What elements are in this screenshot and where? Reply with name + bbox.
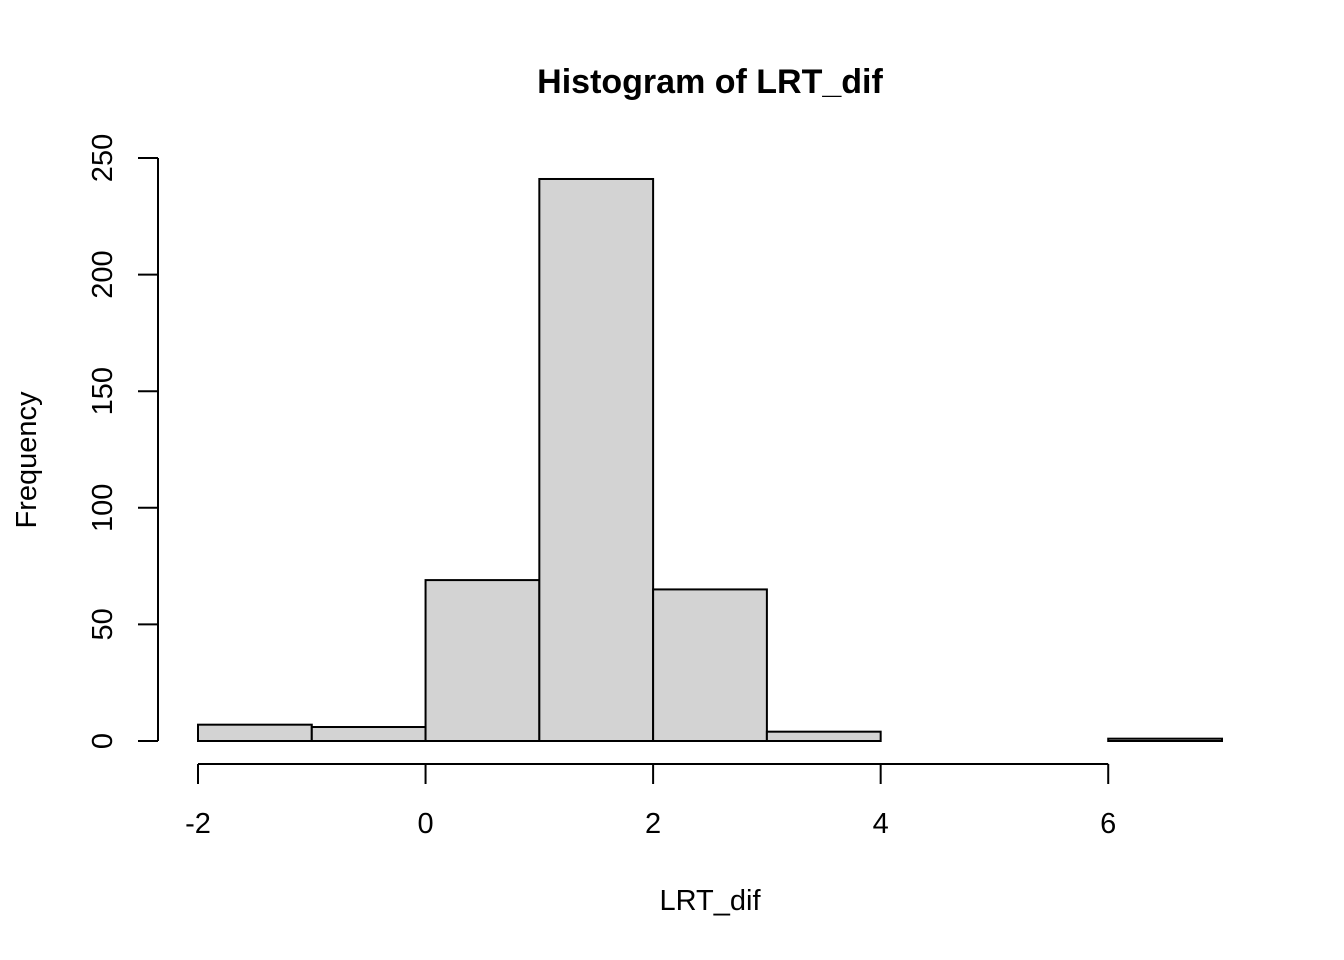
y-tick-label: 200 (87, 250, 119, 298)
histogram-bar (765, 730, 882, 742)
x-tick-label: 0 (417, 808, 433, 840)
chart-title: Histogram of LRT_dif (537, 63, 883, 101)
x-axis-label: LRT_dif (659, 885, 761, 917)
y-tick-label: 50 (87, 608, 119, 640)
y-axis-label: Frequency (11, 391, 43, 529)
histogram-bar (310, 726, 427, 742)
y-axis: 0 50 100 150 200 250 (87, 134, 159, 749)
y-tick-label: 100 (87, 484, 119, 532)
histogram-bar (424, 579, 541, 742)
histogram-bar (197, 723, 313, 743)
y-tick-label: 250 (87, 134, 119, 182)
x-tick-label: 2 (645, 808, 661, 840)
y-tick-label: 0 (87, 733, 119, 749)
x-tick-label: 4 (873, 808, 889, 840)
histogram-bar (538, 177, 655, 743)
histogram-bar (652, 588, 768, 742)
y-tick-label: 150 (87, 367, 119, 415)
x-axis: -2 0 2 4 6 (185, 763, 1116, 840)
bars-group (197, 177, 1223, 743)
x-tick-label: -2 (185, 808, 211, 840)
histogram-bar (1107, 737, 1223, 743)
x-tick-label: 6 (1100, 808, 1116, 840)
